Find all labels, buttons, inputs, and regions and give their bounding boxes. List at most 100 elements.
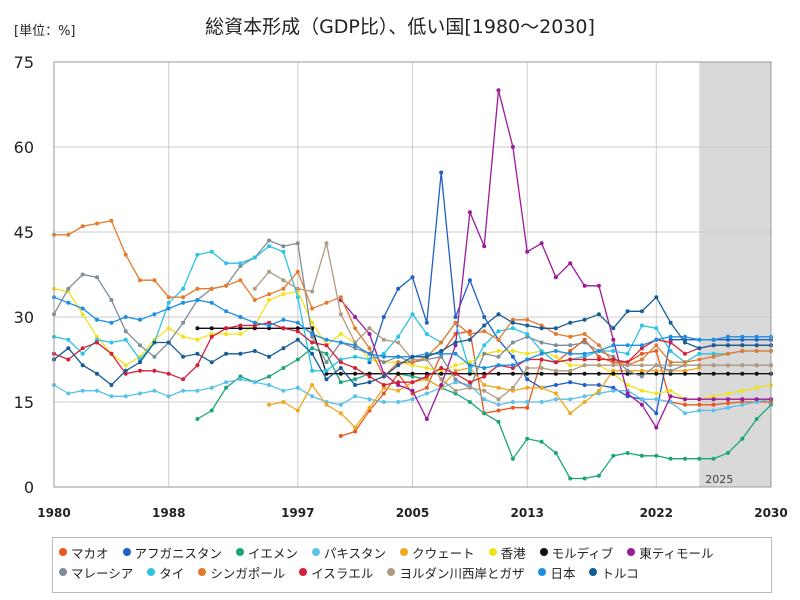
data-point: [396, 363, 401, 368]
data-point: [338, 402, 343, 407]
data-point: [209, 300, 214, 305]
data-point: [410, 357, 415, 362]
data-point: [611, 453, 616, 458]
forecast-label: 2025: [705, 473, 733, 486]
data-point: [467, 363, 472, 368]
data-point: [539, 351, 544, 356]
data-point: [654, 397, 659, 402]
data-point: [654, 343, 659, 348]
data-point: [209, 408, 214, 413]
x-tick-label: 1988: [152, 506, 185, 520]
data-point: [482, 366, 487, 370]
data-point: [582, 337, 587, 342]
y-tick-label: 45: [14, 223, 34, 242]
data-point: [424, 320, 429, 325]
data-point: [338, 312, 343, 317]
data-point: [95, 340, 99, 345]
x-tick-label: 2005: [396, 506, 429, 520]
data-point: [453, 340, 458, 345]
data-point: [80, 363, 85, 368]
data-point: [582, 357, 587, 362]
data-point: [596, 312, 601, 317]
data-point: [238, 326, 243, 331]
data-point: [553, 368, 558, 373]
y-tick-label: 30: [14, 308, 34, 327]
data-point: [711, 397, 716, 402]
data-point: [582, 340, 587, 345]
data-point: [553, 275, 558, 280]
legend-item: ヨルダン川西岸とガザ: [387, 562, 524, 582]
data-point: [740, 363, 745, 368]
data-point: [209, 385, 214, 390]
data-point: [238, 374, 243, 379]
legend-marker: [59, 548, 67, 556]
data-point: [496, 419, 501, 424]
data-point: [668, 334, 673, 339]
data-point: [525, 436, 530, 441]
data-point: [525, 385, 530, 390]
data-point: [654, 453, 659, 458]
data-point: [683, 371, 687, 376]
data-point: [267, 292, 272, 297]
data-point: [410, 360, 415, 365]
data-point: [367, 351, 372, 356]
data-point: [95, 371, 99, 376]
data-point: [482, 374, 487, 379]
legend-item: マレーシア: [59, 562, 133, 582]
data-point: [138, 368, 142, 373]
legend-marker: [198, 568, 207, 576]
data-point: [467, 332, 472, 336]
data-point: [80, 272, 85, 277]
legend-item: 東ティモール: [627, 542, 714, 562]
legend-label: シンガポール: [210, 565, 286, 581]
data-point: [453, 368, 458, 373]
data-point: [324, 337, 329, 342]
data-point: [625, 368, 630, 373]
data-point: [711, 343, 716, 348]
data-point: [410, 380, 415, 385]
data-point: [568, 363, 573, 368]
data-point: [568, 411, 573, 416]
data-point: [611, 349, 616, 353]
data-point: [310, 334, 315, 339]
data-point: [740, 349, 745, 353]
data-point: [424, 417, 429, 421]
data-point: [381, 385, 386, 390]
data-point: [252, 286, 257, 291]
legend-item: イエメン: [236, 542, 298, 562]
data-point: [353, 340, 358, 345]
legend-item: マカオ: [59, 542, 109, 562]
data-point: [697, 371, 702, 376]
data-point: [367, 332, 372, 336]
data-point: [611, 357, 616, 362]
legend-item: タイ: [147, 562, 184, 582]
data-point: [267, 374, 272, 379]
data-point: [539, 400, 544, 404]
data-point: [281, 292, 286, 297]
data-point: [539, 357, 544, 362]
data-point: [467, 360, 472, 365]
data-point: [367, 397, 372, 402]
data-point: [123, 329, 128, 334]
data-point: [726, 343, 730, 348]
legend-marker: [59, 568, 67, 576]
data-point: [224, 351, 229, 356]
data-point: [238, 315, 243, 319]
data-point: [568, 349, 573, 353]
data-point: [496, 402, 501, 407]
data-point: [267, 244, 272, 249]
data-point: [424, 385, 429, 390]
data-point: [596, 354, 601, 359]
data-point: [209, 360, 214, 365]
data-point: [152, 354, 157, 359]
legend-item: アフガニスタン: [122, 542, 222, 562]
data-point: [654, 349, 659, 353]
y-tick-label: 0: [24, 478, 34, 497]
data-point: [367, 374, 372, 379]
data-point: [166, 295, 171, 300]
data-point: [324, 377, 329, 382]
data-point: [525, 317, 530, 322]
data-point: [568, 343, 573, 348]
series-14: [52, 295, 773, 387]
data-point: [324, 368, 329, 373]
